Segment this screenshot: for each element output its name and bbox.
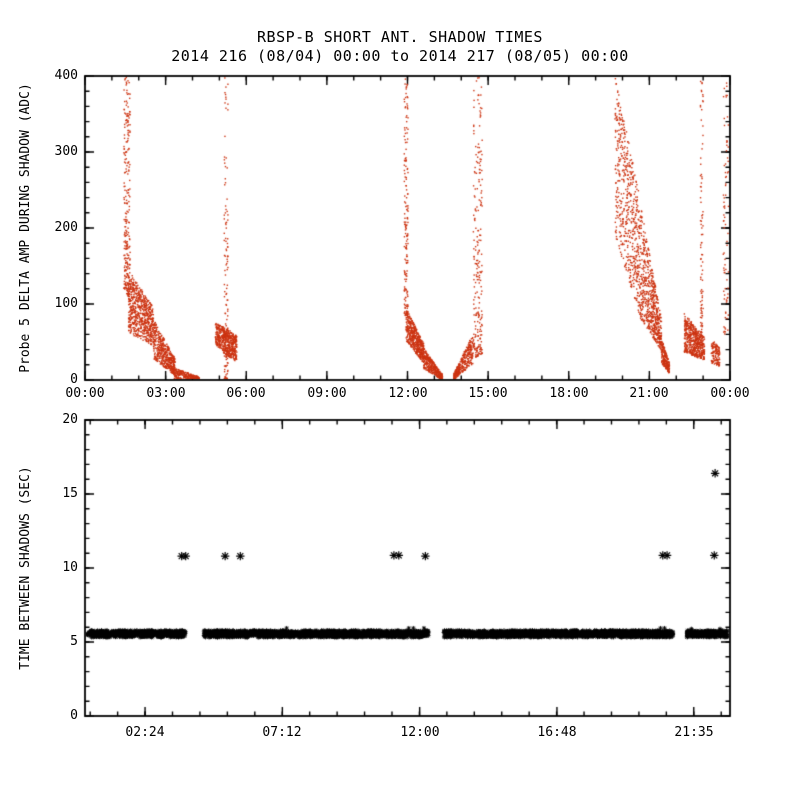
bottom-y-tick-label: 5 <box>70 634 78 649</box>
top-x-tick-label: 18:00 <box>549 386 589 401</box>
top-y-tick-label: 0 <box>70 372 78 387</box>
top-x-tick-label: 00:00 <box>65 386 105 401</box>
top-x-tick-label: 06:00 <box>226 386 266 401</box>
top-x-tick-label: 00:00 <box>710 386 750 401</box>
bottom-x-tick-label: 07:12 <box>262 725 302 740</box>
top-x-tick-label: 15:00 <box>468 386 508 401</box>
bottom-y-tick-label: 10 <box>62 560 78 575</box>
top-y-axis-label: Probe 5 DELTA AMP DURING SHADOW (ADC) <box>18 83 33 373</box>
top-y-tick-label: 200 <box>54 220 78 235</box>
top-y-tick-label: 100 <box>54 296 78 311</box>
top-x-tick-label: 21:00 <box>629 386 669 401</box>
bottom-y-axis-label: TIME BETWEEN SHADOWS (SEC) <box>18 466 33 670</box>
top-x-tick-label: 12:00 <box>388 386 428 401</box>
top-y-tick-label: 400 <box>54 68 78 83</box>
bottom-y-tick-label: 0 <box>70 708 78 723</box>
bottom-x-tick-label: 02:24 <box>125 725 165 740</box>
top-x-tick-label: 03:00 <box>146 386 186 401</box>
bottom-x-tick-label: 21:35 <box>674 725 714 740</box>
top-y-tick-label: 300 <box>54 144 78 159</box>
chart-subtitle: 2014 216 (08/04) 00:00 to 2014 217 (08/0… <box>171 47 629 65</box>
top-x-tick-label: 09:00 <box>307 386 347 401</box>
bottom-y-tick-label: 15 <box>62 486 78 501</box>
bottom-x-tick-label: 16:48 <box>537 725 577 740</box>
bottom-y-tick-label: 20 <box>62 412 78 427</box>
bottom-x-tick-label: 12:00 <box>400 725 440 740</box>
chart-title: RBSP-B SHORT ANT. SHADOW TIMES <box>257 28 543 46</box>
